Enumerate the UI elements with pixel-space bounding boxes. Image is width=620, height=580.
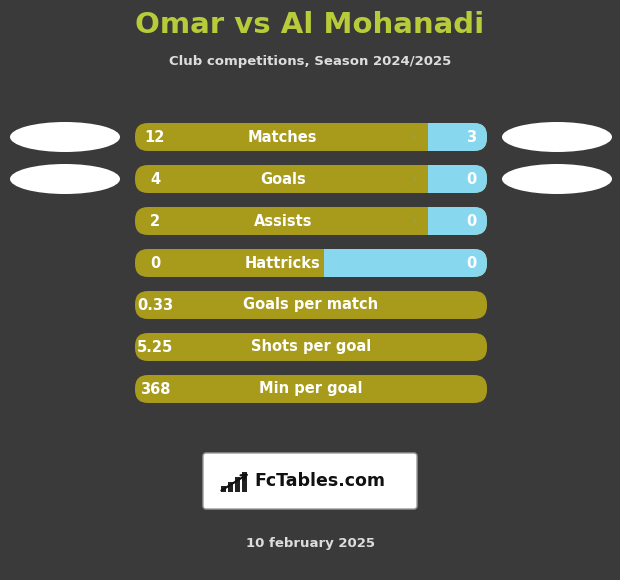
FancyBboxPatch shape: [415, 165, 487, 193]
Bar: [221, 486, 226, 492]
Bar: [415, 165, 428, 193]
Text: Goals per match: Goals per match: [244, 298, 379, 313]
FancyBboxPatch shape: [415, 123, 487, 151]
FancyBboxPatch shape: [135, 375, 487, 403]
Text: 3: 3: [466, 129, 476, 144]
Bar: [415, 207, 428, 235]
Text: FcTables.com: FcTables.com: [254, 472, 386, 490]
Ellipse shape: [502, 122, 612, 152]
Bar: [235, 477, 240, 492]
FancyBboxPatch shape: [311, 249, 487, 277]
Ellipse shape: [10, 164, 120, 194]
FancyBboxPatch shape: [135, 207, 487, 235]
Ellipse shape: [10, 122, 120, 152]
Bar: [228, 482, 233, 492]
Text: 12: 12: [145, 129, 165, 144]
FancyBboxPatch shape: [203, 453, 417, 509]
Bar: [242, 472, 247, 492]
Text: 0: 0: [466, 172, 476, 187]
Text: Min per goal: Min per goal: [259, 382, 363, 397]
Text: 10 february 2025: 10 february 2025: [246, 538, 374, 550]
Text: 368: 368: [140, 382, 170, 397]
Text: Goals: Goals: [260, 172, 306, 187]
Text: 0: 0: [466, 213, 476, 229]
Text: 0: 0: [466, 256, 476, 270]
Text: Assists: Assists: [254, 213, 312, 229]
FancyBboxPatch shape: [135, 165, 487, 193]
Text: Matches: Matches: [248, 129, 317, 144]
Text: Club competitions, Season 2024/2025: Club competitions, Season 2024/2025: [169, 56, 451, 68]
Text: Omar vs Al Mohanadi: Omar vs Al Mohanadi: [135, 11, 485, 39]
Bar: [311, 249, 324, 277]
FancyBboxPatch shape: [135, 291, 487, 319]
FancyBboxPatch shape: [135, 333, 487, 361]
FancyBboxPatch shape: [415, 207, 487, 235]
Ellipse shape: [502, 164, 612, 194]
Text: 0.33: 0.33: [137, 298, 173, 313]
FancyBboxPatch shape: [135, 249, 487, 277]
Text: 4: 4: [150, 172, 160, 187]
Text: 0: 0: [150, 256, 160, 270]
Text: 2: 2: [150, 213, 160, 229]
FancyBboxPatch shape: [135, 123, 487, 151]
Bar: [415, 123, 428, 151]
Text: 5.25: 5.25: [137, 339, 173, 354]
Text: Shots per goal: Shots per goal: [251, 339, 371, 354]
Text: Hattricks: Hattricks: [245, 256, 321, 270]
